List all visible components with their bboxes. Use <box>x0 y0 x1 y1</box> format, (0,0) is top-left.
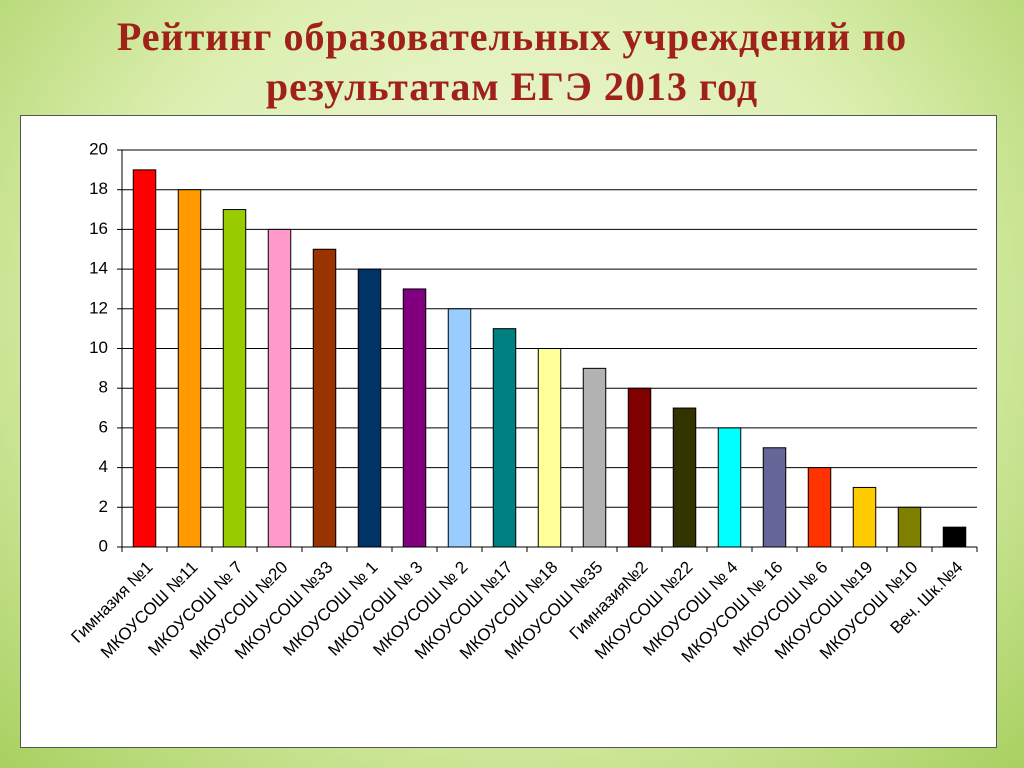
y-tick-label: 10 <box>89 338 108 357</box>
bar <box>582 367 607 548</box>
y-tick-label: 20 <box>89 139 108 158</box>
chart-title: Рейтинг образовательных учреждений по ре… <box>116 14 908 109</box>
bar <box>492 328 517 548</box>
bar <box>132 169 157 548</box>
bar <box>177 189 202 548</box>
bar <box>852 486 877 548</box>
bar <box>807 467 832 548</box>
bar <box>447 308 472 548</box>
y-tick-label: 18 <box>89 179 108 198</box>
bar <box>672 407 697 548</box>
bar <box>222 209 247 548</box>
bar <box>627 387 652 548</box>
y-tick-label: 12 <box>89 298 108 317</box>
y-tick-label: 2 <box>99 497 108 516</box>
bar <box>717 427 742 548</box>
y-tick-label: 4 <box>99 457 108 476</box>
x-tick-label: Гимназия№2 <box>566 558 652 644</box>
bar <box>357 268 382 548</box>
y-tick-label: 6 <box>99 417 108 436</box>
y-tick-label: 0 <box>99 536 108 555</box>
bar <box>402 288 427 548</box>
y-tick-label: 8 <box>99 378 108 397</box>
bar <box>942 526 967 548</box>
bar <box>537 348 562 548</box>
y-tick-label: 14 <box>89 259 108 278</box>
bar <box>312 248 337 548</box>
bar <box>762 447 787 548</box>
bar <box>897 506 922 548</box>
bar <box>267 228 292 548</box>
y-tick-label: 16 <box>89 219 108 238</box>
